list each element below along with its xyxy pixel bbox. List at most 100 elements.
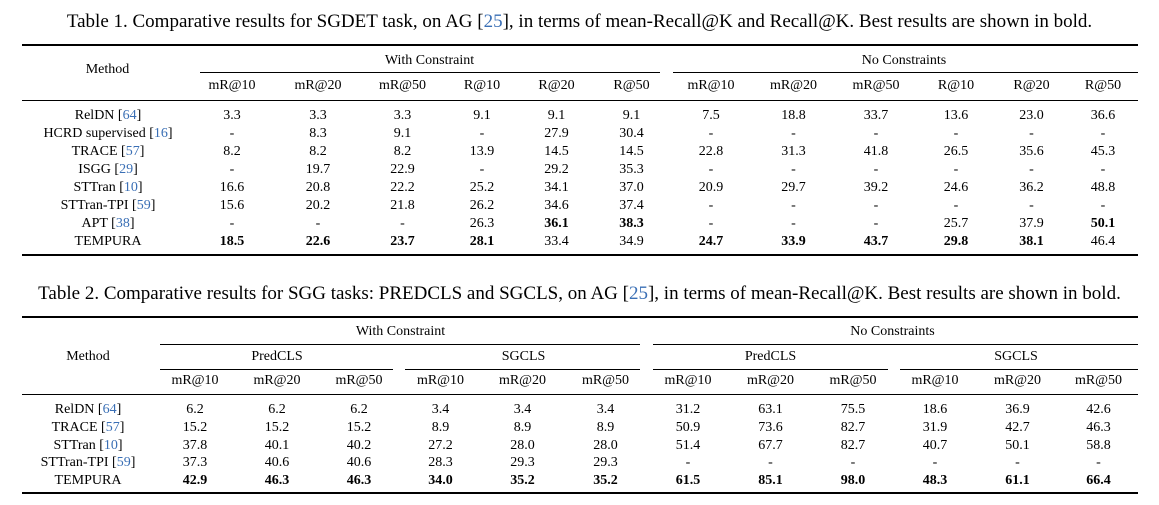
table-1-caption: Table 1. Comparative results for SGDET t… [66,11,1093,32]
value-cell: 29.3 [593,455,618,471]
value-cell: 14.5 [619,144,644,159]
method-header: Method [85,62,130,77]
value-cell: - [1100,198,1106,213]
value-cell: 31.3 [781,144,806,159]
value-cell: 28.1 [469,234,495,249]
value-cell: - [768,455,773,471]
method-cell: APT [38] [81,216,135,231]
value-cell: 22.8 [698,144,724,159]
value-cell: 14.5 [544,144,569,159]
cmid-rule [900,369,1138,370]
citation-link[interactable]: 25 [483,11,503,32]
cmid-rule [160,344,640,345]
cmid-rule [405,369,640,370]
value-cell: - [953,162,959,177]
table-row: STTran [10] 37.8 40.1 40.2 27.2 28.0 28.0 51.4 6… [22,437,1138,455]
citation-link[interactable]: 29 [119,162,134,177]
value-cell: 35.3 [619,162,644,177]
value-cell: 9.1 [473,108,491,123]
method-cell: STTran-TPI [59] [60,198,156,213]
value-cell: 61.1 [1005,473,1030,489]
value-cell: 35.2 [593,473,618,489]
citation-link[interactable]: 10 [103,437,118,453]
value-cell: - [953,198,959,213]
value-cell: - [1029,198,1034,213]
value-cell: 16.6 [219,180,245,195]
citation-link[interactable]: 38 [115,216,130,231]
value-cell: 29.8 [943,234,969,249]
cmid-rule [200,72,660,73]
value-cell: 3.3 [309,108,327,123]
value-cell: 22.2 [390,180,415,195]
citation-link[interactable]: 16 [153,126,168,141]
value-cell: 42.9 [182,473,208,489]
citation-link[interactable]: 10 [123,180,138,195]
value-cell: 34.6 [544,198,569,213]
value-cell: 20.2 [305,198,331,213]
value-cell: 3.4 [513,402,532,417]
value-cell: 31.9 [922,419,948,435]
metric-header: mR@10 [171,373,219,388]
value-cell: 22.9 [390,162,415,177]
value-cell: 30.4 [619,126,644,141]
cmid-rule [653,344,1138,345]
value-cell: 46.3 [1086,419,1111,435]
citation-link[interactable]: 57 [105,419,120,435]
value-cell: 66.4 [1086,473,1111,489]
citation-link[interactable]: 57 [125,144,140,159]
value-cell: 8.9 [513,419,532,435]
value-cell: 42.6 [1086,402,1111,417]
value-cell: 27.2 [428,437,453,453]
value-cell: 50.1 [1090,216,1116,231]
value-cell: 26.2 [469,198,495,213]
table-row: STTran-TPI [59] 37.3 40.6 40.6 28.3 29.3 29.3 -… [22,454,1138,472]
value-cell: 15.2 [182,419,208,435]
value-cell: 39.2 [863,180,889,195]
group-header-with-constraint: With Constraint [384,53,475,68]
value-cell: 8.3 [309,126,327,141]
value-cell: - [685,455,691,471]
value-cell: 23.0 [1019,108,1044,123]
value-cell: - [1096,455,1101,471]
cmid-rule [673,72,1138,73]
value-cell: 36.9 [1005,402,1030,417]
method-cell: RelDN [64] [74,108,142,123]
group-header-no-constraints: No Constraints [861,53,947,68]
value-cell: 51.4 [675,437,701,453]
method-cell: TEMPURA [74,234,142,249]
value-cell: 82.7 [840,437,866,453]
value-cell: - [229,216,235,231]
value-cell: 29.2 [544,162,569,177]
value-cell: 75.5 [840,402,866,417]
table-row: STTran [10] 16.6 20.8 22.2 25.2 34.1 37.0 20.9 2… [22,179,1138,197]
value-cell: 33.9 [781,234,806,249]
value-cell: - [1029,126,1034,141]
value-cell: 37.4 [619,198,644,213]
value-cell: 8.2 [309,144,327,159]
value-cell: 9.1 [547,108,566,123]
citation-link[interactable]: 25 [628,283,648,304]
value-cell: 26.5 [943,144,969,159]
value-cell: 18.6 [922,402,948,417]
table-row: RelDN [64] 6.2 6.2 6.2 3.4 3.4 3.4 31.2 63.1 75.5… [22,401,1138,419]
citation-link[interactable]: 59 [116,455,131,471]
value-cell: 34.0 [428,473,453,489]
value-cell: 9.1 [622,108,641,123]
mid-rule [22,394,1138,395]
value-cell: - [873,216,879,231]
value-cell: - [1100,126,1106,141]
citation-link[interactable]: 64 [102,402,117,417]
subgroup-header-predcls: PredCLS [251,349,303,364]
value-cell: 73.6 [758,419,783,435]
value-cell: 26.3 [469,216,495,231]
citation-link[interactable]: 59 [136,198,151,213]
value-cell: - [315,216,321,231]
value-cell: 42.7 [1005,419,1030,435]
citation-link[interactable]: 64 [122,108,137,123]
value-cell: 8.9 [596,419,615,435]
value-cell: 28.0 [510,437,535,453]
value-cell: 50.1 [1005,437,1030,453]
table-body: RelDN [64] 6.2 6.2 6.2 3.4 3.4 3.4 31.2 63.1 75.5… [22,401,1138,490]
value-cell: 34.9 [619,234,644,249]
metric-header: mR@20 [253,373,301,388]
